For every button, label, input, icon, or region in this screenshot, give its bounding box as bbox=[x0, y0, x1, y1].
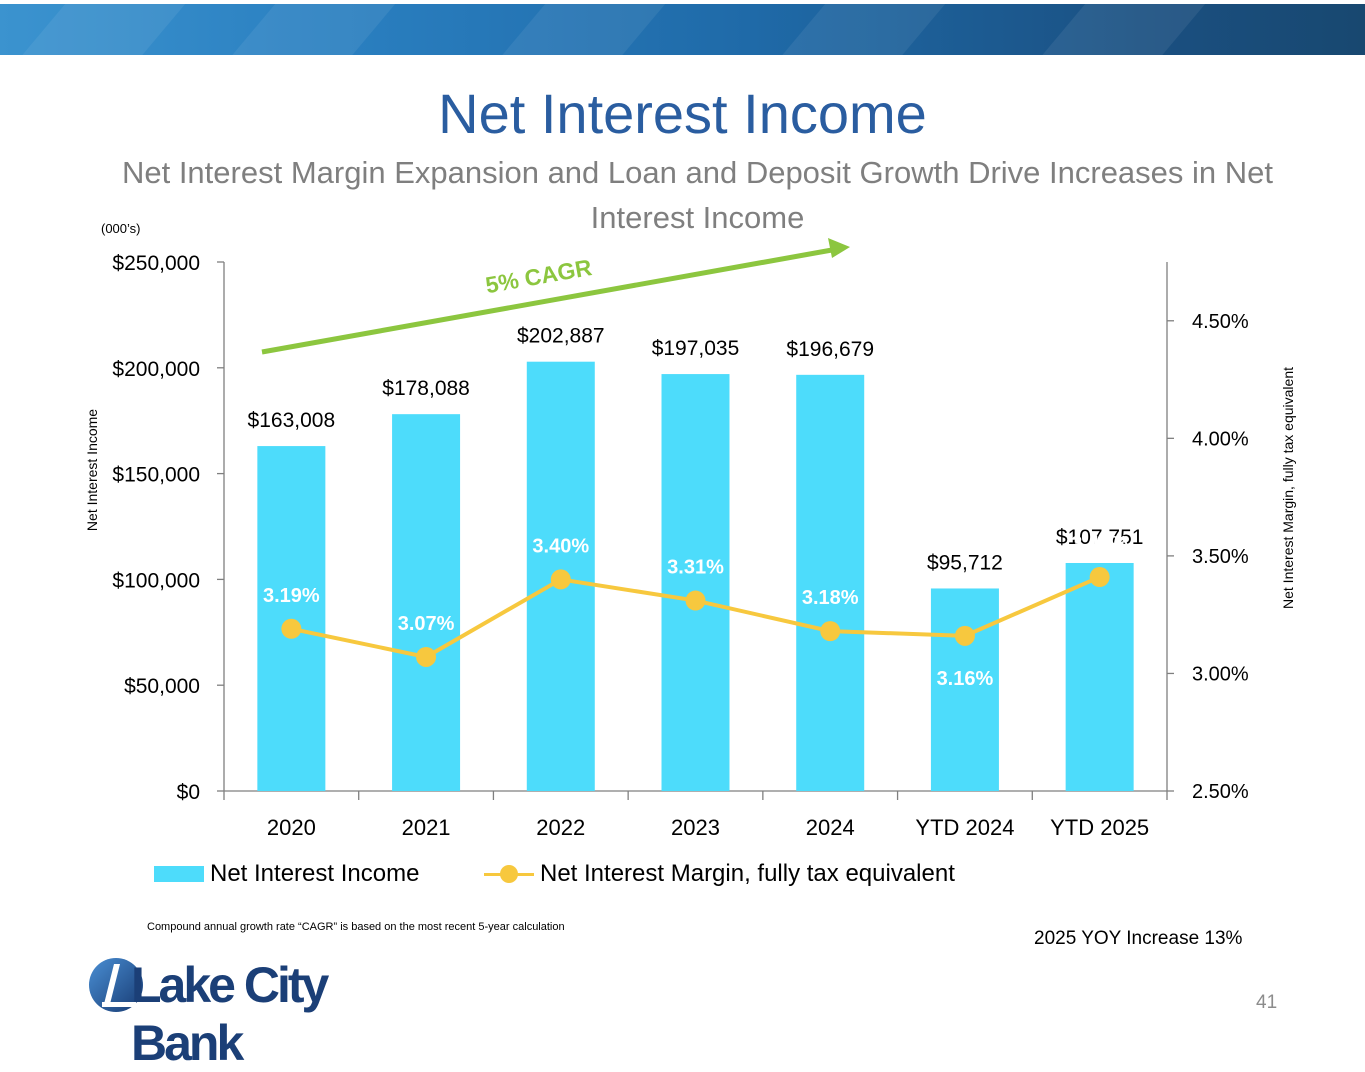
y2-tick-label: 4.00% bbox=[1192, 428, 1249, 450]
logo-emblem-icon bbox=[89, 958, 143, 1012]
nim-point bbox=[820, 621, 841, 642]
cagr-label: 5% CAGR bbox=[483, 254, 594, 298]
legend-bar-swatch bbox=[154, 866, 204, 882]
nim-value-label: 3.40% bbox=[532, 535, 589, 557]
page-subtitle: Net Interest Margin Expansion and Loan a… bbox=[121, 155, 1274, 235]
yoy-note: 2025 YOY Increase 13% bbox=[1034, 928, 1243, 949]
nim-point bbox=[550, 569, 571, 590]
y2-axis-title: Net Interest Margin, fully tax equivalen… bbox=[1280, 367, 1296, 609]
y-tick-label: $0 bbox=[177, 781, 200, 804]
x-tick-label: 2022 bbox=[536, 815, 585, 840]
legend-line-swatch bbox=[484, 864, 534, 884]
bar-value-label: $95,712 bbox=[927, 551, 1003, 574]
bar bbox=[796, 374, 865, 791]
bar-value-label: $196,679 bbox=[786, 338, 874, 361]
x-tick-label: YTD 2024 bbox=[915, 815, 1014, 840]
legend-line-label: Net Interest Margin, fully tax equivalen… bbox=[540, 860, 955, 887]
x-tick-label: 2024 bbox=[806, 815, 855, 840]
x-tick-label: 2020 bbox=[267, 815, 316, 840]
nim-value-label: 3.07% bbox=[398, 613, 455, 635]
cagr-footnote: Compound annual growth rate “CAGR” is ba… bbox=[147, 921, 565, 933]
y2-tick-label: 4.50% bbox=[1192, 311, 1249, 333]
y-axis-title: Net Interest Income bbox=[84, 409, 100, 531]
nim-value-label: 3.16% bbox=[937, 668, 994, 690]
bar-value-label: $202,887 bbox=[517, 325, 605, 348]
cagr-arrow-head bbox=[828, 238, 850, 258]
legend-bar-label: Net Interest Income bbox=[210, 860, 420, 887]
bar bbox=[930, 588, 999, 791]
nim-point bbox=[685, 590, 706, 611]
bar-value-label: $178,088 bbox=[382, 377, 470, 400]
nim-value-label: 3.19% bbox=[263, 585, 320, 607]
cagr-arrow-line bbox=[261, 247, 833, 355]
y-tick-label: $250,000 bbox=[112, 252, 200, 275]
page-number: 41 bbox=[1256, 992, 1278, 1013]
units-note: (000’s) bbox=[101, 221, 141, 236]
y2-tick-label: 3.00% bbox=[1192, 663, 1249, 685]
nim-value-label: 3.41% bbox=[1071, 533, 1128, 555]
y2-tick-label: 2.50% bbox=[1192, 781, 1249, 803]
lake-city-bank-logo: Lake City Bank bbox=[88, 954, 428, 1071]
plot-area: $0 $50,000 $100,000 $150,000 $200,000 $250,00… bbox=[112, 252, 1249, 840]
x-tick-label: 2023 bbox=[671, 815, 720, 840]
nim-point bbox=[1089, 567, 1110, 588]
nim-value-label: 3.18% bbox=[802, 587, 859, 609]
x-tick-label: 2021 bbox=[402, 815, 451, 840]
nim-point bbox=[416, 646, 437, 667]
bar bbox=[257, 446, 326, 791]
legend-item-line: Net Interest Margin, fully tax equivalen… bbox=[484, 858, 955, 890]
y-tick-label: $100,000 bbox=[112, 569, 200, 592]
y-tick-label: $200,000 bbox=[112, 358, 200, 381]
bar-value-label: $107,751 bbox=[1056, 526, 1144, 549]
y2-tick-label: 3.50% bbox=[1192, 546, 1249, 568]
bar bbox=[1065, 562, 1134, 791]
x-tick-label: YTD 2025 bbox=[1050, 815, 1149, 840]
legend-item-bar: Net Interest Income bbox=[154, 858, 419, 890]
bar-value-label: $163,008 bbox=[248, 409, 336, 432]
bar-value-label: $197,035 bbox=[652, 337, 740, 360]
top-banner bbox=[0, 4, 1365, 55]
page-title: Net Interest Income bbox=[438, 82, 927, 145]
y-tick-label: $50,000 bbox=[124, 675, 200, 698]
bar bbox=[392, 414, 461, 791]
nim-point bbox=[954, 625, 975, 646]
bar bbox=[661, 374, 730, 791]
nim-value-label: 3.31% bbox=[667, 557, 724, 579]
y-tick-label: $150,000 bbox=[112, 464, 200, 487]
nim-point bbox=[281, 618, 302, 639]
